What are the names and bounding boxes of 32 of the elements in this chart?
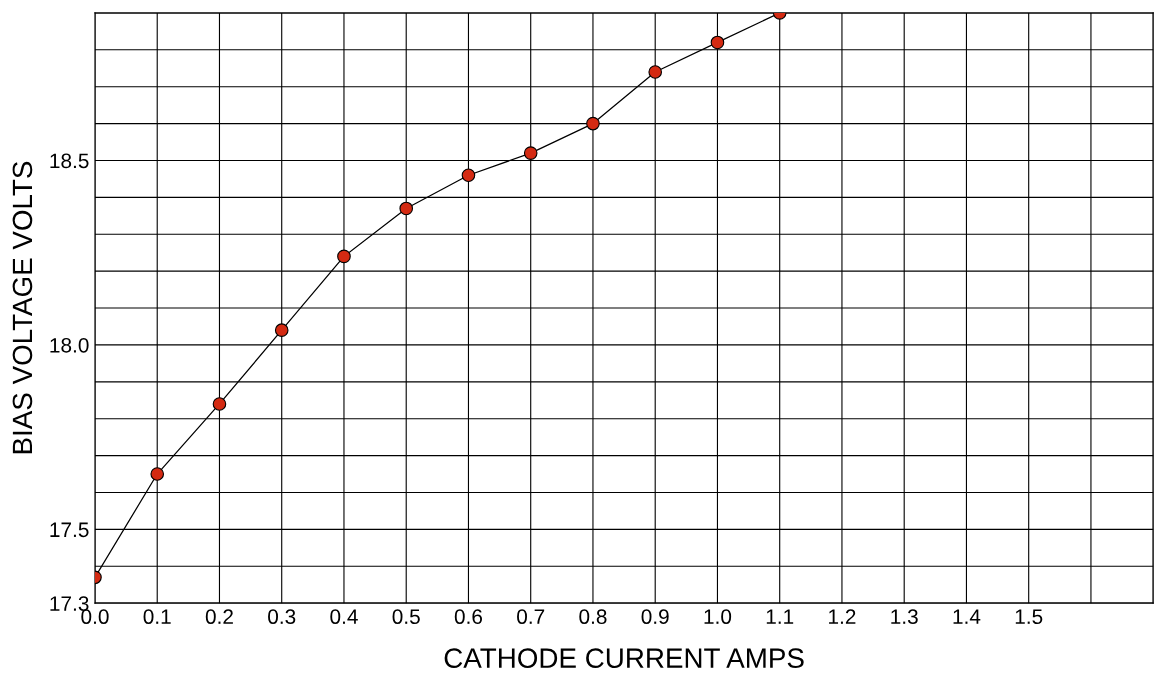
y-tick-label: 17.3 [50, 596, 89, 611]
point [337, 249, 351, 264]
x-tick-label: 1.0 [704, 609, 732, 625]
point [648, 65, 663, 79]
x-tick-label: 0.3 [268, 609, 296, 625]
x-tick-label: 1.4 [953, 609, 981, 624]
x-tick-label: 1.3 [891, 609, 918, 625]
point [710, 35, 725, 50]
x-tick-label: 0.2 [205, 609, 233, 625]
point [399, 201, 414, 216]
x-tick-label: 0.0 [81, 609, 109, 625]
x-tick-label: 0.9 [641, 609, 669, 625]
x-tick-label: 0.1 [143, 609, 171, 625]
y-axis-title: BIAS VOLTAGE VOLTS [12, 161, 33, 454]
point [212, 397, 227, 411]
point [461, 168, 476, 183]
point [586, 116, 600, 131]
x-tick-label: 0.5 [392, 609, 420, 625]
x-tick-label: 0.6 [454, 609, 483, 625]
x-tick-label: 1.5 [1015, 609, 1043, 625]
x-tick-label: 0.4 [330, 609, 358, 625]
x-tick-label: 0.7 [517, 609, 545, 625]
x-axis-title: CATHODE CURRENT AMPS [444, 648, 804, 668]
point [274, 323, 289, 337]
y-tick-label: 18.0 [50, 337, 89, 353]
point [523, 146, 538, 160]
y-tick-label: 17.5 [50, 522, 89, 538]
y-tick-label: 18.5 [50, 153, 89, 169]
point [150, 467, 165, 481]
x-tick-label: 0.8 [579, 609, 607, 625]
x-tick-label: 1.1 [766, 609, 794, 624]
x-tick-label: 1.2 [829, 609, 856, 624]
